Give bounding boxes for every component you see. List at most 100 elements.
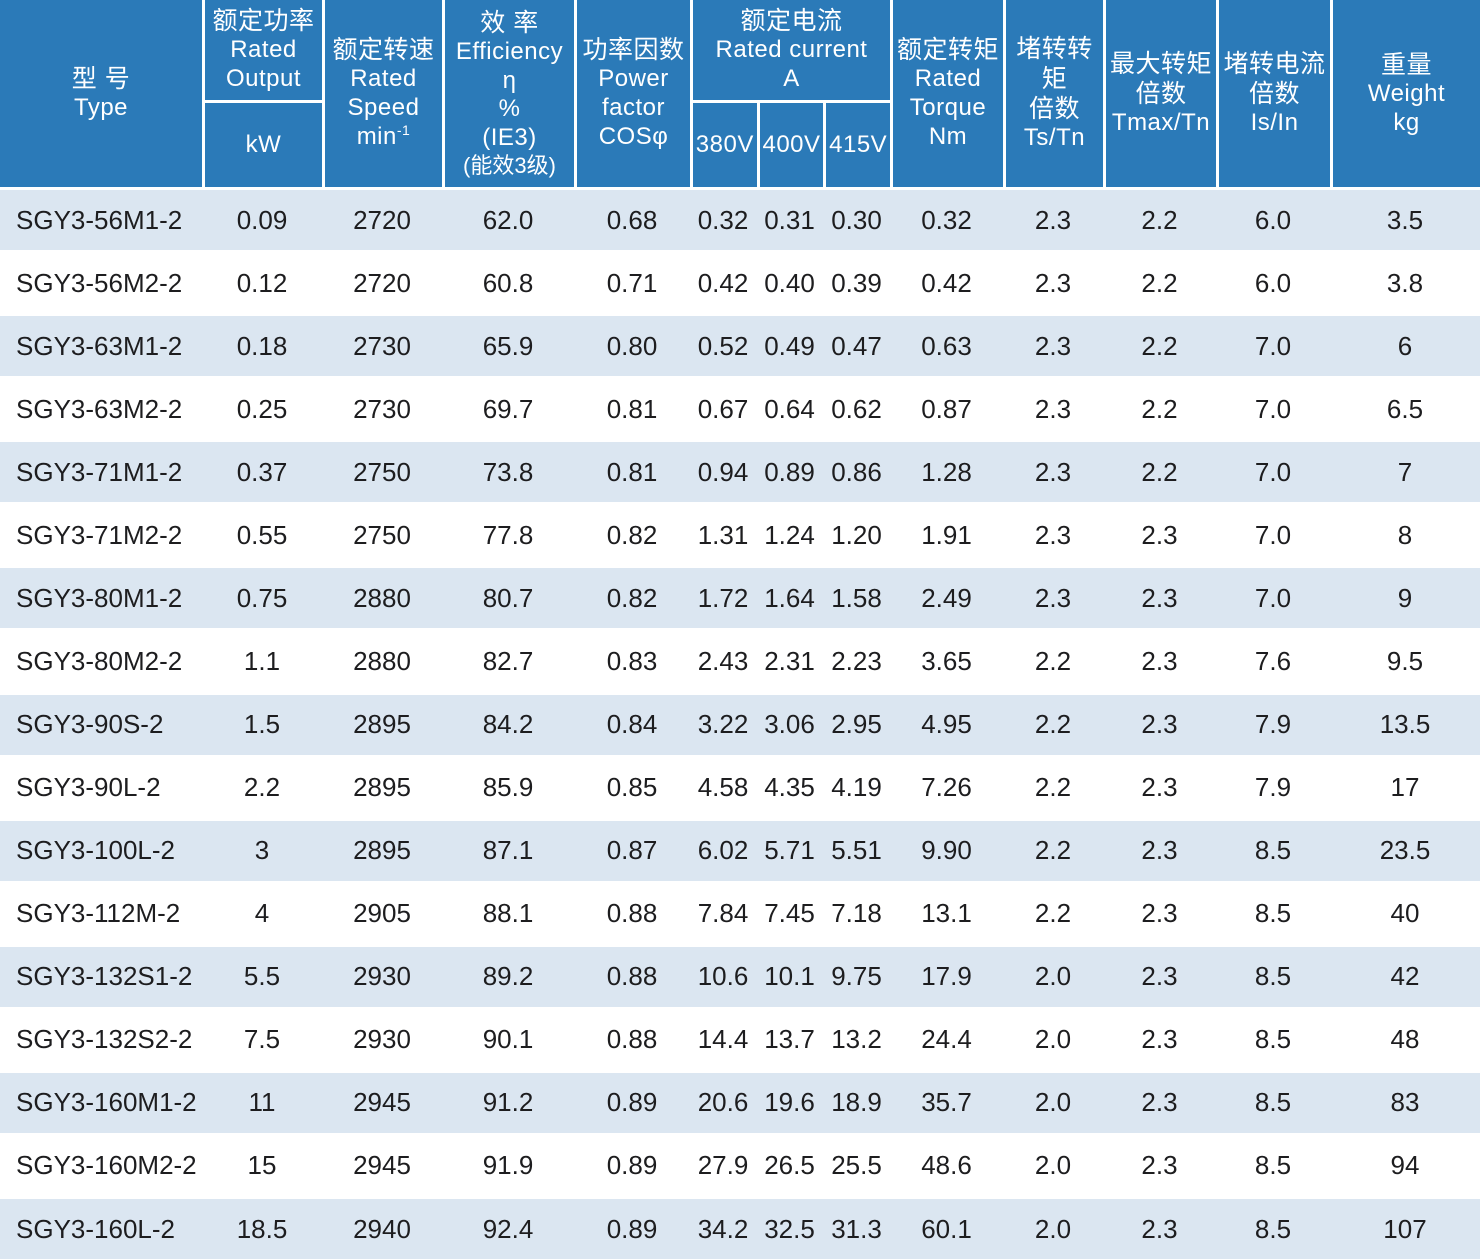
table-row: SGY3-63M1-2 0.18 2730 65.9 0.80 0.52 0.49 0.47 0… bbox=[0, 316, 1480, 380]
cell-rated-torque: 7.26 bbox=[921, 772, 972, 803]
cell-weight: 8 bbox=[1397, 519, 1413, 550]
cell-rated-torque: 1.91 bbox=[921, 519, 972, 550]
table-row: SGY3-71M1-2 0.37 2750 73.8 0.81 0.94 0.89 0.86 1… bbox=[0, 442, 1480, 506]
cell-tmax-tn: 2.3 bbox=[1141, 772, 1178, 803]
table-row: SGY3-100L-2 3 2895 87.1 0.87 6.02 5.71 5.51 9.90… bbox=[0, 820, 1480, 884]
cell-current-415v: 18.9 bbox=[831, 1087, 882, 1118]
cell-efficiency: 92.4 bbox=[482, 1213, 534, 1244]
cell-current-400v: 0.49 bbox=[764, 330, 815, 361]
cell-weight: 7 bbox=[1397, 456, 1413, 487]
cell-tmax-tn: 2.3 bbox=[1141, 519, 1178, 550]
cell-rated-speed: 2945 bbox=[353, 1087, 411, 1118]
cell-tmax-tn: 2.3 bbox=[1141, 961, 1178, 992]
cell-tmax-tn: 2.3 bbox=[1141, 1024, 1178, 1055]
cell-type: SGY3-71M1-2 bbox=[16, 456, 183, 487]
cell-type: SGY3-71M2-2 bbox=[16, 519, 183, 550]
cell-rated-output-kw: 5.5 bbox=[243, 961, 281, 992]
cell-is-in: 8.5 bbox=[1254, 1087, 1292, 1118]
cell-efficiency: 84.2 bbox=[482, 709, 534, 740]
cell-weight: 13.5 bbox=[1379, 709, 1431, 740]
cell-rated-output-kw: 11 bbox=[248, 1087, 276, 1118]
cell-ts-tn: 2.3 bbox=[1034, 456, 1072, 487]
cell-current-400v: 32.5 bbox=[764, 1213, 815, 1244]
cell-rated-speed: 2880 bbox=[353, 582, 411, 613]
cell-tmax-tn: 2.3 bbox=[1141, 709, 1178, 740]
header-efficiency-symbol: η bbox=[502, 66, 517, 94]
table-row: SGY3-56M1-2 0.09 2720 62.0 0.68 0.32 0.31 0.30 0… bbox=[0, 190, 1480, 254]
cell-current-415v: 7.18 bbox=[831, 898, 882, 929]
cell-tmax-tn: 2.2 bbox=[1141, 456, 1178, 487]
cell-is-in: 6.0 bbox=[1254, 204, 1292, 235]
cell-tmax-tn: 2.3 bbox=[1141, 582, 1178, 613]
cell-current-415v: 0.39 bbox=[831, 267, 882, 298]
cell-tmax-tn: 2.2 bbox=[1141, 330, 1178, 361]
header-efficiency-zh2: (能效3级) bbox=[463, 152, 556, 178]
cell-ts-tn: 2.0 bbox=[1034, 961, 1072, 992]
cell-current-380v: 0.32 bbox=[697, 204, 749, 235]
cell-is-in: 7.0 bbox=[1254, 519, 1292, 550]
cell-power-factor: 0.81 bbox=[606, 456, 658, 487]
cell-ts-tn: 2.2 bbox=[1034, 772, 1072, 803]
cell-is-in: 8.5 bbox=[1254, 1150, 1292, 1181]
cell-current-415v: 9.75 bbox=[831, 961, 882, 992]
table-row: SGY3-63M2-2 0.25 2730 69.7 0.81 0.67 0.64 0.62 0… bbox=[0, 379, 1480, 443]
table-row: SGY3-160L-2 18.5 2940 92.4 0.89 34.2 32.5 31.3 6… bbox=[0, 1199, 1480, 1259]
header-weight: 重量 Weight kg bbox=[1330, 0, 1480, 187]
header-rated-torque-zh: 额定转矩 bbox=[896, 36, 999, 65]
header-stall-torque-ratio: 堵转转矩 倍数 Ts/Tn bbox=[1003, 0, 1103, 187]
cell-type: SGY3-132S1-2 bbox=[16, 961, 193, 992]
cell-rated-speed: 2880 bbox=[353, 645, 411, 676]
cell-current-415v: 4.19 bbox=[831, 772, 882, 803]
cell-efficiency: 80.7 bbox=[482, 582, 534, 613]
cell-current-380v: 14.4 bbox=[697, 1024, 749, 1055]
cell-ts-tn: 2.3 bbox=[1034, 393, 1072, 424]
cell-current-380v: 2.43 bbox=[697, 645, 749, 676]
cell-is-in: 7.9 bbox=[1254, 772, 1292, 803]
cell-efficiency: 91.2 bbox=[482, 1087, 534, 1118]
table-row: SGY3-132S2-2 7.5 2930 90.1 0.88 14.4 13.7 13.2 2… bbox=[0, 1009, 1480, 1073]
cell-rated-speed: 2720 bbox=[353, 204, 411, 235]
cell-rated-torque: 4.95 bbox=[921, 709, 972, 740]
cell-rated-torque: 3.65 bbox=[921, 645, 972, 676]
cell-current-400v: 2.31 bbox=[764, 645, 815, 676]
cell-current-415v: 0.86 bbox=[831, 456, 882, 487]
table-row: SGY3-80M2-2 1.1 2880 82.7 0.83 2.43 2.31 2.23 3.… bbox=[0, 631, 1480, 695]
cell-weight: 94 bbox=[1390, 1150, 1420, 1181]
cell-current-380v: 1.72 bbox=[697, 582, 749, 613]
header-stall-torque-zh: 堵转转矩 bbox=[1016, 35, 1093, 94]
cell-efficiency: 87.1 bbox=[482, 835, 534, 866]
header-rated-current-label: 额定电流 Rated current A bbox=[693, 0, 890, 103]
header-rated-output-en1: Rated bbox=[230, 36, 297, 64]
cell-current-400v: 3.06 bbox=[764, 709, 815, 740]
cell-power-factor: 0.89 bbox=[606, 1087, 658, 1118]
cell-rated-output-kw: 18.5 bbox=[236, 1213, 288, 1244]
header-efficiency-percent: % bbox=[498, 95, 521, 123]
cell-efficiency: 89.2 bbox=[482, 961, 534, 992]
cell-current-415v: 5.51 bbox=[831, 835, 882, 866]
cell-current-380v: 20.6 bbox=[697, 1087, 749, 1118]
cell-weight: 40 bbox=[1390, 898, 1420, 929]
table-row: SGY3-56M2-2 0.12 2720 60.8 0.71 0.42 0.40 0.39 0… bbox=[0, 253, 1480, 317]
cell-tmax-tn: 2.2 bbox=[1141, 267, 1178, 298]
header-efficiency-ie3: (IE3) bbox=[482, 124, 537, 152]
cell-is-in: 7.6 bbox=[1254, 645, 1292, 676]
cell-rated-output-kw: 2.2 bbox=[243, 772, 281, 803]
header-max-torque-zh: 最大转矩 bbox=[1109, 50, 1212, 79]
cell-is-in: 7.0 bbox=[1254, 393, 1292, 424]
table-row: SGY3-80M1-2 0.75 2880 80.7 0.82 1.72 1.64 1.58 2… bbox=[0, 568, 1480, 632]
cell-rated-speed: 2905 bbox=[353, 898, 411, 929]
cell-weight: 6 bbox=[1397, 330, 1413, 361]
header-efficiency-zh: 效 率 bbox=[480, 8, 539, 37]
header-stall-current-zh: 堵转电流 bbox=[1223, 50, 1326, 79]
cell-type: SGY3-160M1-2 bbox=[16, 1087, 197, 1118]
header-power-factor-en1: Power bbox=[598, 65, 669, 93]
cell-ts-tn: 2.3 bbox=[1034, 330, 1072, 361]
cell-rated-speed: 2895 bbox=[353, 709, 411, 740]
cell-efficiency: 69.7 bbox=[482, 393, 534, 424]
cell-is-in: 8.5 bbox=[1254, 961, 1292, 992]
cell-rated-torque: 17.9 bbox=[921, 961, 972, 992]
cell-current-415v: 1.20 bbox=[831, 519, 882, 550]
cell-efficiency: 91.9 bbox=[482, 1150, 534, 1181]
header-rated-output-zh: 额定功率 bbox=[212, 7, 315, 36]
